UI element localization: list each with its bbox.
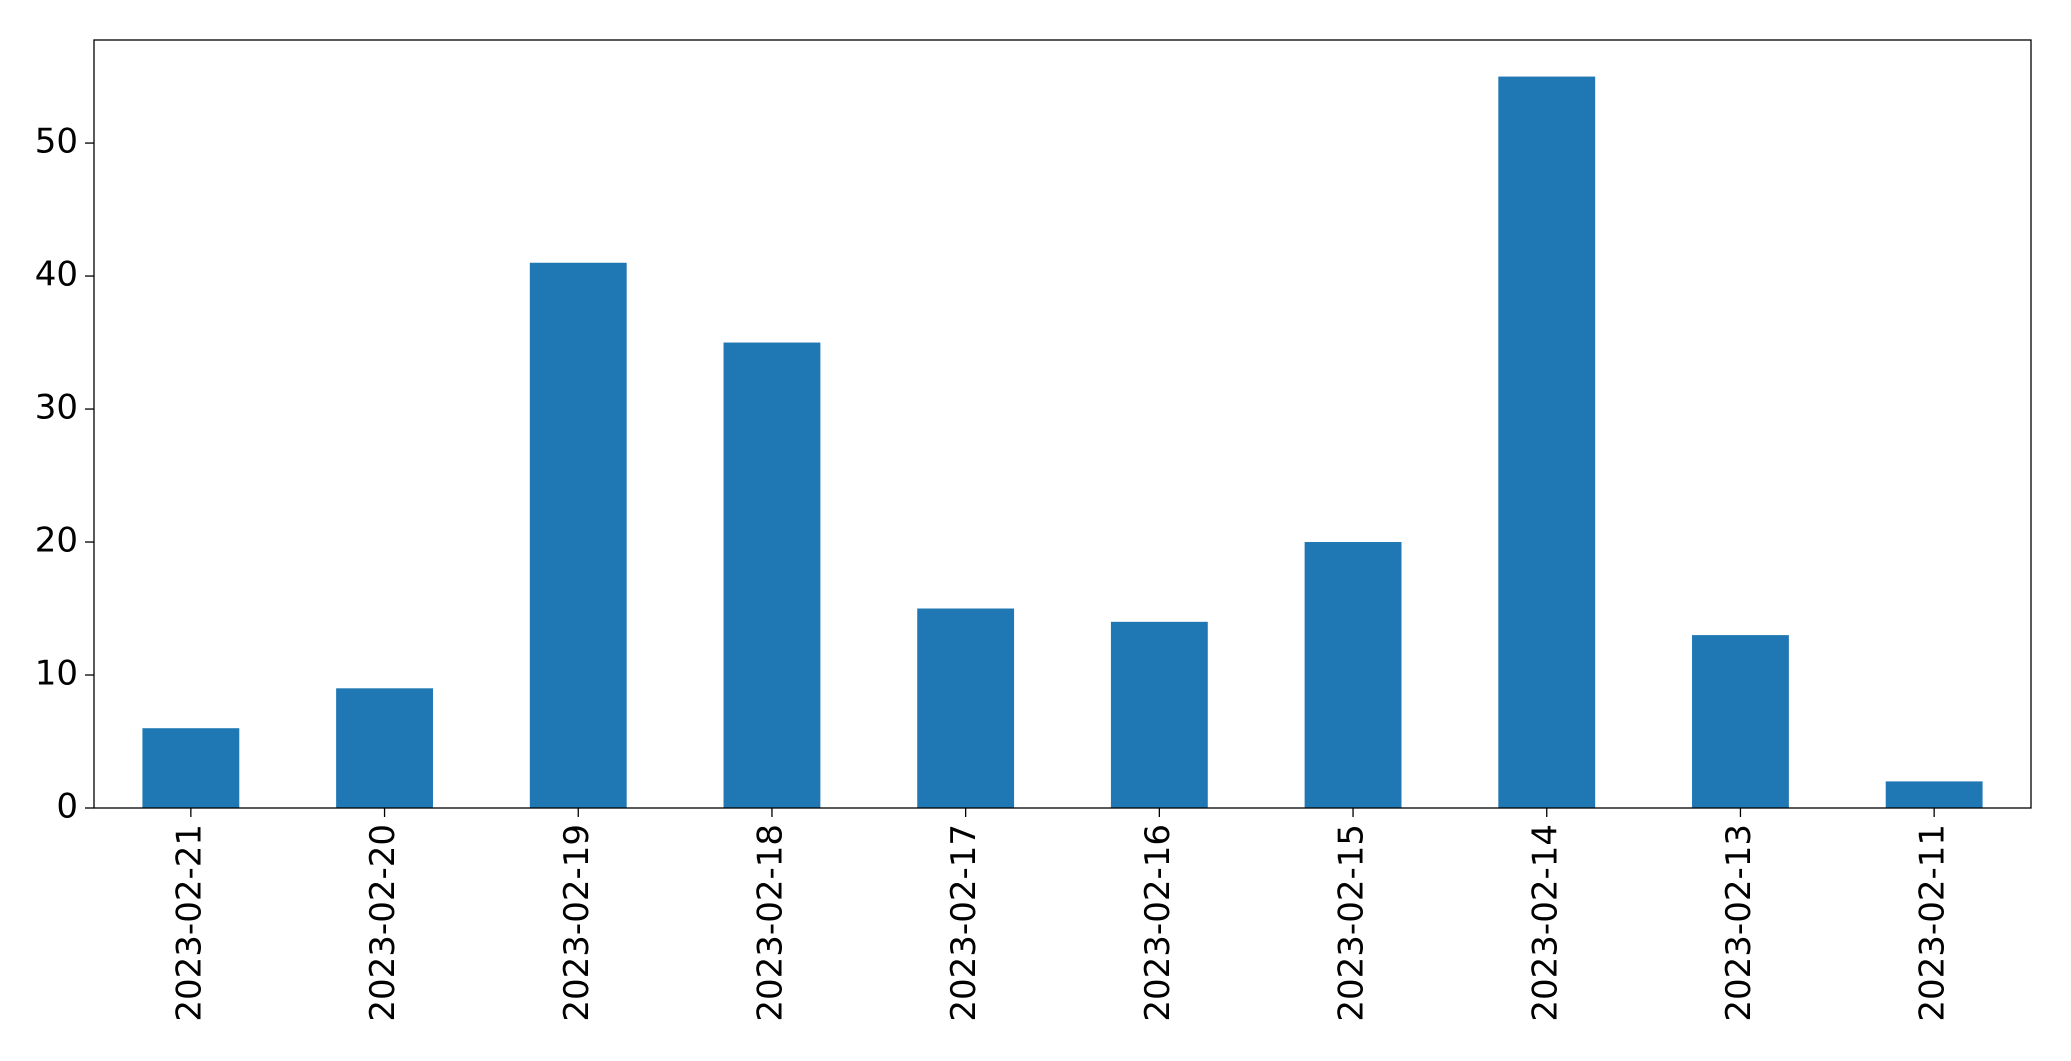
x-tick-label: 2023-02-21 (169, 824, 209, 1022)
x-tick-label: 2023-02-11 (1913, 824, 1953, 1022)
bar (1498, 76, 1596, 809)
bar (142, 728, 240, 808)
bar (1692, 635, 1789, 808)
x-tick-label: 2023-02-20 (363, 824, 403, 1022)
plot-frame (93, 39, 2032, 809)
bar (336, 688, 433, 808)
bar (1110, 621, 1208, 808)
bar (723, 342, 821, 808)
y-tick-label: 10 (35, 654, 78, 694)
x-tick-label: 2023-02-19 (557, 824, 597, 1022)
x-tick-label: 2023-02-14 (1525, 824, 1565, 1022)
y-tick-label: 30 (35, 388, 78, 428)
y-tick-label: 50 (35, 122, 78, 162)
x-tick-label: 2023-02-17 (944, 824, 984, 1022)
x-tick-label: 2023-02-16 (1138, 824, 1178, 1022)
x-tick-label: 2023-02-15 (1332, 824, 1372, 1022)
bar (917, 608, 1015, 808)
y-tick-label: 20 (35, 521, 78, 561)
bar (1304, 542, 1402, 808)
y-tick-label: 0 (56, 787, 78, 827)
x-tick-label: 2023-02-13 (1719, 824, 1759, 1022)
x-tick-label: 2023-02-18 (750, 824, 790, 1022)
bar (529, 262, 627, 808)
bar (1885, 781, 1983, 808)
y-tick-label: 40 (35, 255, 78, 295)
